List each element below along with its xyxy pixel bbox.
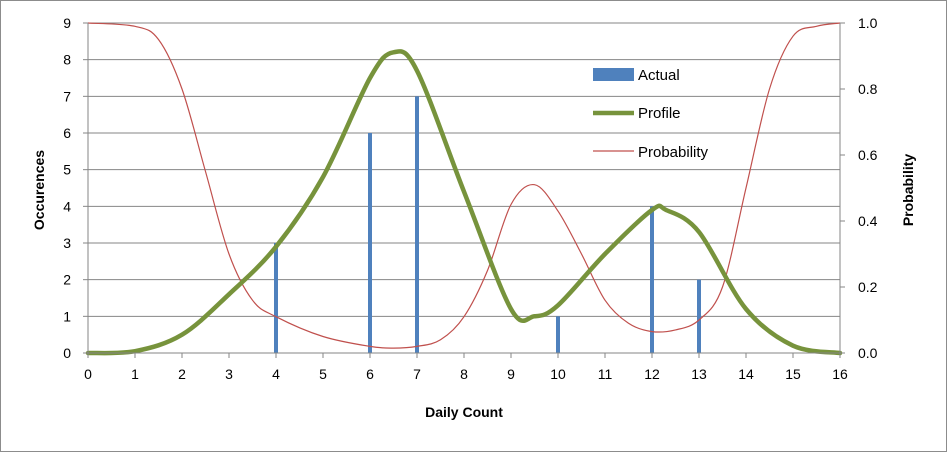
y-left-tick-label-6: 6	[63, 125, 71, 141]
actual-bar-6	[368, 133, 372, 353]
legend: Actual Profile Probability	[593, 67, 709, 161]
y-left-tick-labels: 0 1 2 3 4 5 6 7 8 9	[63, 15, 71, 361]
actual-bars	[274, 96, 701, 353]
x-tick-label-15: 15	[785, 366, 801, 382]
y-right-tick-label-1.0: 1.0	[858, 15, 878, 31]
y-right-tick-label-0.6: 0.6	[858, 147, 878, 163]
y-left-tick-label-8: 8	[63, 52, 71, 68]
x-tick-label-11: 11	[598, 366, 613, 382]
x-tick-labels: 0 1 2 3 4 5 6 7 8 9 10 11 12 13 14 15 16	[84, 366, 848, 382]
x-tick-label-1: 1	[131, 366, 139, 382]
y-right-tick-label-0.4: 0.4	[858, 213, 878, 229]
legend-swatch-actual	[593, 68, 634, 81]
y-left-axis-title: Occurences	[31, 150, 47, 230]
x-tick-label-7: 7	[413, 366, 421, 382]
series-lines	[85, 22, 843, 356]
x-tick-label-4: 4	[272, 366, 280, 382]
profile-line	[85, 49, 843, 356]
x-tick-label-5: 5	[319, 366, 327, 382]
x-axis-title: Daily Count	[425, 404, 503, 420]
axes	[83, 22, 845, 358]
x-tick-label-14: 14	[738, 366, 754, 382]
y-left-tick-label-7: 7	[63, 88, 71, 104]
y-left-tick-label-1: 1	[63, 308, 71, 324]
y-right-tick-labels: 0.0 0.2 0.4 0.6 0.8 1.0	[858, 15, 878, 361]
x-tick-label-2: 2	[178, 366, 186, 382]
y-left-tick-label-0: 0	[63, 345, 71, 361]
actual-bar-10	[556, 316, 560, 353]
x-tick-label-12: 12	[644, 366, 660, 382]
actual-bar-12	[650, 206, 654, 353]
y-left-tick-label-3: 3	[63, 235, 71, 251]
probability-line	[87, 22, 841, 349]
y-right-tick-label-0.0: 0.0	[858, 345, 878, 361]
x-tick-label-9: 9	[507, 366, 515, 382]
x-tick-label-8: 8	[460, 366, 468, 382]
actual-bar-13	[697, 279, 701, 353]
y-left-tick-label-2: 2	[63, 272, 71, 288]
x-tick-label-13: 13	[691, 366, 707, 382]
x-tick-label-0: 0	[84, 366, 92, 382]
actual-bar-7	[415, 96, 419, 353]
actual-bar-4	[274, 243, 278, 353]
x-tick-label-3: 3	[225, 366, 233, 382]
y-right-tick-label-0.2: 0.2	[858, 279, 878, 295]
y-left-tick-label-4: 4	[63, 198, 71, 214]
x-tick-label-10: 10	[550, 366, 566, 382]
legend-label-actual: Actual	[638, 67, 680, 84]
x-tick-label-6: 6	[366, 366, 374, 382]
y-left-tick-label-9: 9	[63, 15, 71, 31]
legend-label-probability: Probability	[638, 144, 709, 161]
y-left-tick-label-5: 5	[63, 162, 71, 178]
x-tick-label-16: 16	[832, 366, 848, 382]
y-right-axis-title: Probability	[900, 154, 916, 227]
legend-label-profile: Profile	[638, 105, 681, 122]
y-right-tick-label-0.8: 0.8	[858, 81, 878, 97]
